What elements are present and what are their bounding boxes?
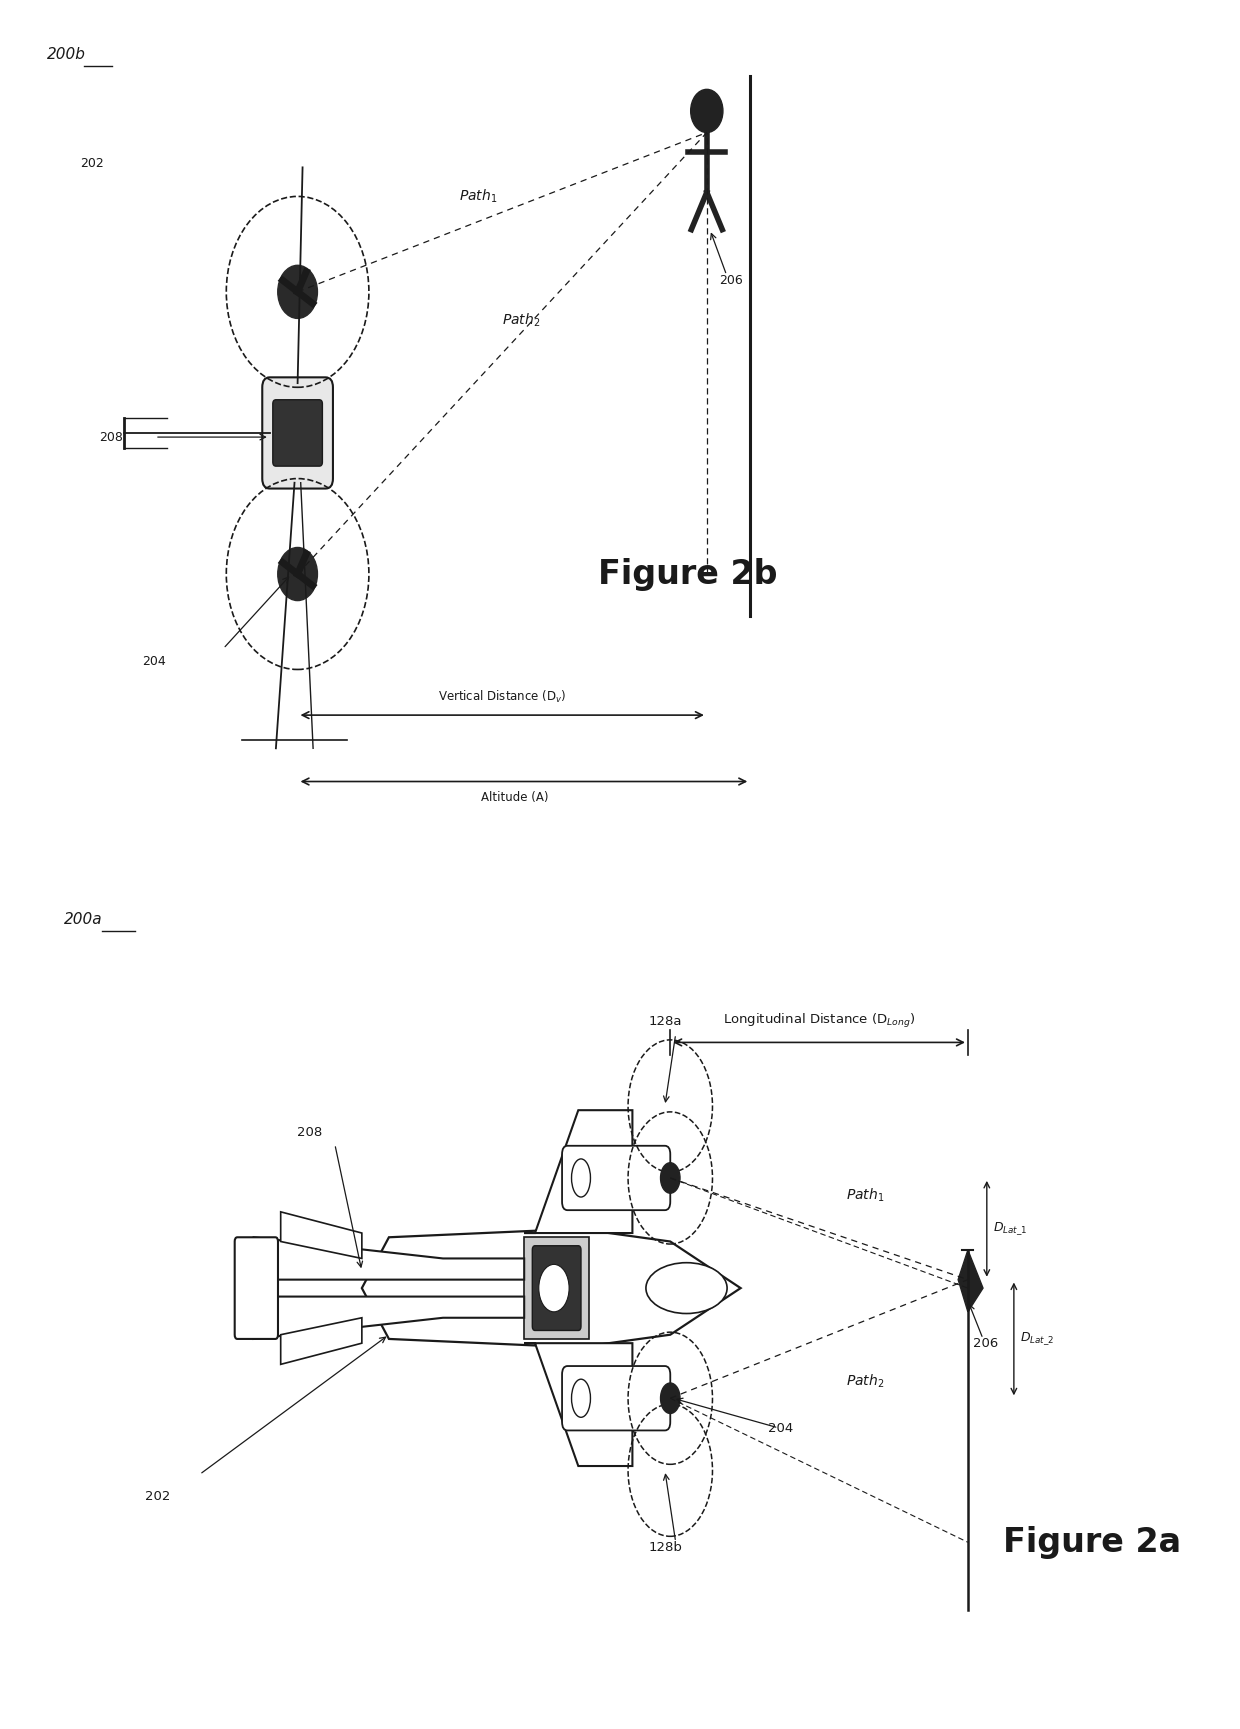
Text: Vertical Distance (D$_v$): Vertical Distance (D$_v$) [438,690,567,705]
Polygon shape [254,1238,525,1279]
Circle shape [661,1383,680,1414]
Polygon shape [671,1383,678,1414]
Polygon shape [671,1162,678,1193]
Text: Figure 2b: Figure 2b [599,557,777,591]
Polygon shape [959,1250,983,1312]
Circle shape [691,90,723,133]
Circle shape [539,1264,569,1312]
Polygon shape [254,1297,525,1338]
Text: 204: 204 [768,1423,792,1435]
FancyBboxPatch shape [532,1245,582,1331]
Text: 202: 202 [145,1490,171,1503]
Circle shape [278,265,317,318]
FancyBboxPatch shape [562,1146,671,1210]
Ellipse shape [572,1380,590,1418]
Text: Path$_2$: Path$_2$ [502,311,541,330]
Circle shape [290,406,317,443]
Polygon shape [280,1212,362,1259]
Text: Path$_1$: Path$_1$ [846,1186,884,1203]
FancyBboxPatch shape [562,1366,671,1430]
Polygon shape [525,1110,632,1233]
FancyBboxPatch shape [273,399,322,467]
Text: $D_{Lat\_1}$: $D_{Lat\_1}$ [993,1221,1028,1238]
Text: 200a: 200a [64,911,103,927]
Text: 128b: 128b [649,1541,682,1554]
FancyBboxPatch shape [263,377,332,489]
Text: 208: 208 [99,431,123,444]
Text: Path$_1$: Path$_1$ [459,187,497,206]
Text: 208: 208 [296,1126,322,1139]
Text: $D_{Lat\_2}$: $D_{Lat\_2}$ [1021,1331,1055,1347]
FancyBboxPatch shape [525,1238,589,1338]
Ellipse shape [572,1158,590,1196]
Text: Longitudinal Distance (D$_{Long}$): Longitudinal Distance (D$_{Long}$) [723,1011,915,1030]
Polygon shape [525,1343,632,1466]
Text: 206: 206 [719,273,743,287]
Ellipse shape [646,1262,727,1314]
Text: Figure 2a: Figure 2a [1003,1525,1182,1560]
Text: Altitude (A): Altitude (A) [481,792,548,804]
Polygon shape [362,1229,740,1347]
Text: 206: 206 [973,1338,998,1350]
Text: 200b: 200b [46,47,86,62]
Text: 128a: 128a [649,1015,682,1029]
Text: 202: 202 [81,157,104,171]
Circle shape [278,548,317,600]
Circle shape [661,1162,680,1193]
Text: 204: 204 [143,655,166,669]
FancyBboxPatch shape [234,1238,278,1338]
Polygon shape [280,1317,362,1364]
Text: Path$_2$: Path$_2$ [846,1373,884,1390]
